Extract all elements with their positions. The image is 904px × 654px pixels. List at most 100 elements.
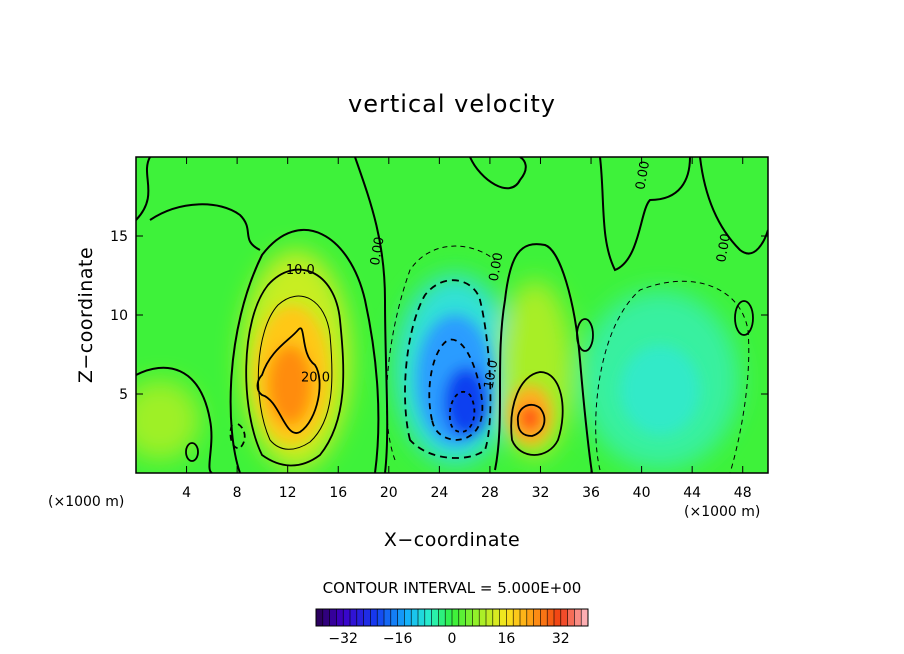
colorbar-swatch (560, 609, 569, 626)
colorbar: −32 −16 0 16 32 (315, 608, 589, 647)
chart-title: vertical velocity (348, 90, 556, 118)
x-tick-label: 28 (481, 485, 499, 501)
downdraft-core-shading (444, 367, 488, 437)
contour-label: 0.00 (633, 160, 653, 191)
colorbar-tick-label: 32 (552, 631, 570, 647)
contour-small-closed-far-right (734, 300, 754, 336)
second-updraft-core-shading (520, 405, 540, 431)
x-axis-label: X−coordinate (384, 529, 520, 551)
colorbar-swatch (424, 609, 433, 626)
x-tick-label: 48 (734, 485, 752, 501)
x-unit-right: (×1000 m) (684, 504, 760, 520)
colorbar-swatch (350, 609, 358, 626)
contour-label: 20.0 (301, 370, 330, 385)
contour-downdraft-dashed-10 (404, 279, 492, 459)
colorbar-swatch (397, 609, 405, 626)
colorbar-tick-label: 16 (497, 631, 515, 647)
colorbar-swatch (411, 609, 419, 626)
contour-small-left-bottom (185, 442, 199, 462)
colorbar-swatch (458, 609, 467, 626)
colorbar-swatch (540, 609, 548, 626)
colorbar-frame (315, 608, 589, 627)
colorbar-swatch (526, 609, 535, 626)
colorbar-swatch (452, 609, 460, 626)
x-tick-label: 36 (582, 485, 600, 501)
updraft-core-shading (268, 345, 312, 425)
x-unit-left: (×1000 m) (48, 494, 124, 510)
x-tick-label: 24 (430, 485, 448, 501)
colorbar-swatch (363, 609, 371, 626)
x-tick-label: 12 (279, 485, 297, 501)
colorbar-swatch (465, 609, 473, 626)
colorbar-swatch (479, 609, 487, 626)
colorbar-swatch (384, 609, 392, 626)
contour-second-updraft-core (517, 403, 546, 437)
contour-zero-left (136, 366, 213, 473)
contour-second-updraft-10 (510, 371, 564, 456)
contour-label: 10.0 (482, 359, 502, 390)
x-tick-label: 32 (532, 485, 550, 501)
colorbar-swatch (574, 609, 582, 626)
contour-zero-top-left (136, 157, 261, 251)
colorbar-swatch (418, 609, 426, 626)
x-axis: 4 8 12 16 20 24 28 32 36 40 44 48 (182, 157, 752, 501)
colorbar-swatch (370, 609, 378, 626)
contour-labels: 10.0 20.0 0.00 0.00 10.0 0.00 0.00 (286, 160, 734, 390)
colorbar-swatch (506, 609, 514, 626)
colorbar-swatch (547, 609, 555, 626)
colorbar-swatch (336, 609, 344, 626)
colorbar-swatch (377, 609, 385, 626)
x-tick-label: 20 (380, 485, 398, 501)
contour-zero-top-mid (354, 157, 389, 473)
colorbar-swatch (513, 609, 521, 626)
y-tick-label: 10 (110, 308, 128, 324)
x-tick-label: 4 (182, 485, 191, 501)
colorbar-swatch (404, 609, 412, 626)
contour-label: 0.00 (714, 232, 734, 263)
contour-updraft-20 (256, 327, 321, 434)
y-tick-label: 5 (119, 387, 128, 403)
x-tick-label: 16 (329, 485, 347, 501)
contour-label: 0.00 (487, 251, 507, 282)
colorbar-swatch (486, 609, 494, 626)
colorbar-swatch (554, 609, 562, 626)
colorbar-swatch (329, 609, 337, 626)
x-tick-label: 8 (233, 485, 242, 501)
contour-zero-top-right (599, 157, 768, 272)
x-tick-label: 40 (633, 485, 651, 501)
contour-lines (136, 157, 768, 473)
colorbar-swatch (431, 609, 439, 626)
contour-interval-text: CONTOUR INTERVAL = 5.000E+00 (323, 579, 582, 597)
colorbar-tick-label: −16 (383, 631, 413, 647)
contour-label: 10.0 (286, 263, 315, 278)
colorbar-swatch (322, 609, 331, 626)
contour-zero-mid (494, 243, 593, 473)
y-axis-label: Z−coordinate (75, 247, 97, 383)
y-axis: 5 10 15 (110, 229, 768, 403)
colorbar-swatch (472, 609, 480, 626)
colorbar-swatch (520, 609, 528, 626)
colorbar-swatch (581, 609, 589, 626)
contour-downdraft-dashed-core (448, 390, 476, 433)
right-downdraft-shading (620, 345, 700, 435)
colorbar-swatch (499, 609, 507, 626)
colorbar-swatch (567, 609, 575, 626)
colorbar-swatch (390, 609, 399, 626)
color-field (136, 157, 768, 473)
y-tick-label: 15 (110, 229, 128, 245)
contour-downdraft-dashed-inner (428, 338, 484, 441)
colorbar-swatch (343, 609, 351, 626)
colorbar-tick-label: 0 (448, 631, 457, 647)
colorbar-swatch (356, 609, 365, 626)
left-edge-shading (136, 380, 200, 460)
contour-zero-updraft (229, 228, 380, 473)
contour-right-dashed-region (595, 280, 750, 473)
colorbar-swatch (492, 609, 501, 626)
x-tick-label: 44 (683, 485, 701, 501)
colorbar-tick-label: −32 (328, 631, 358, 647)
colorbar-swatch (445, 609, 453, 626)
contour-updraft-10 (245, 268, 345, 467)
colorbar-swatch (533, 609, 541, 626)
contour-updraft-15 (257, 295, 333, 450)
